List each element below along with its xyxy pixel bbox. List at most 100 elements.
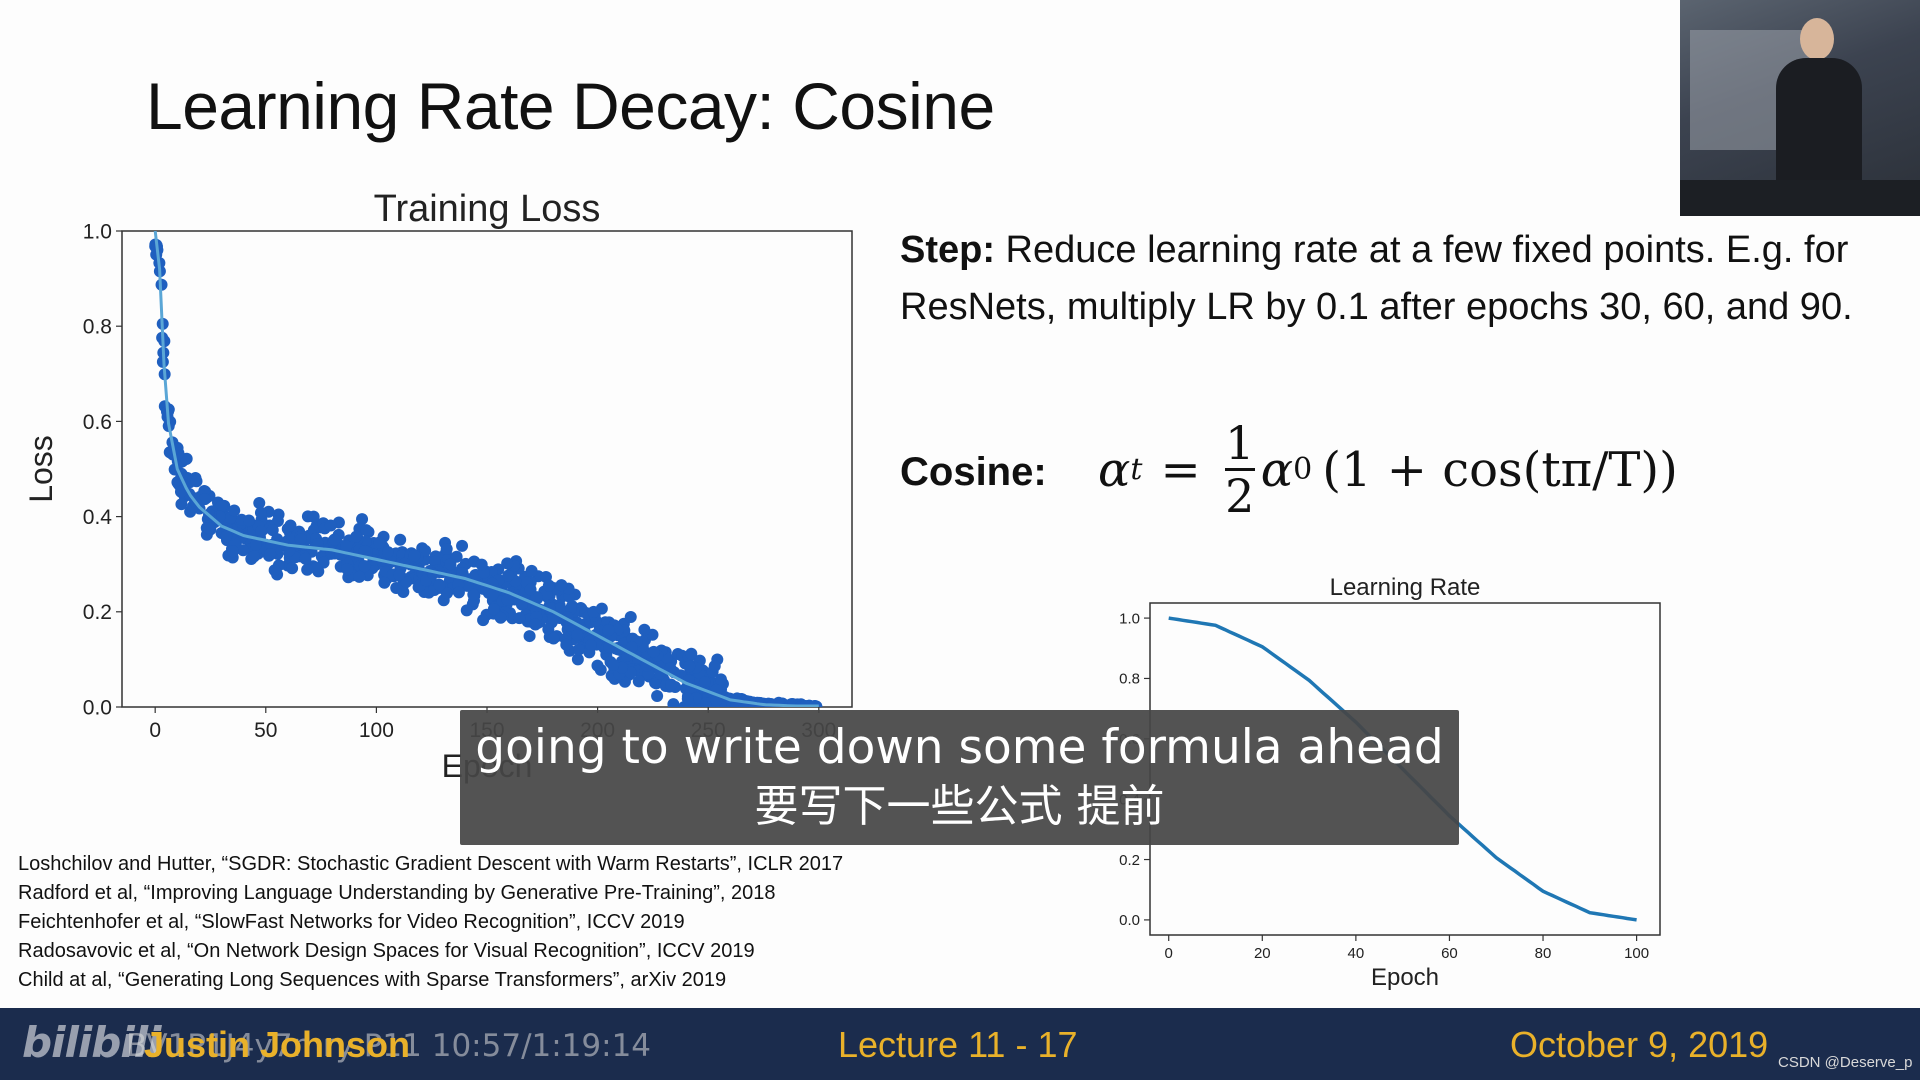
slide-title: Learning Rate Decay: Cosine — [146, 68, 995, 144]
loss-point — [440, 587, 453, 600]
loss-ytick-label: 0.2 — [83, 601, 112, 624]
loss-xtick-label: 50 — [254, 719, 277, 742]
lr-xtick-label: 0 — [1165, 945, 1173, 962]
lr-xtick-label: 40 — [1348, 945, 1365, 962]
loss-point — [353, 570, 366, 583]
loss-point — [524, 583, 537, 596]
lr-ytick-label: 0.8 — [1119, 671, 1140, 688]
loss-smoothed-line — [153, 231, 819, 707]
loss-point — [547, 632, 560, 645]
lr-title: Learning Rate — [1330, 574, 1481, 601]
loss-point — [301, 563, 314, 576]
loss-point — [247, 550, 260, 563]
formula-frac-den: 2 — [1225, 469, 1255, 523]
formula-rhs: (1 + cos(tπ/T)) — [1322, 441, 1678, 498]
slide-footer: bilibili BV1P1J4y7mry P11 10:57/1:19:14 … — [0, 1008, 1920, 1080]
footer-lecture: Lecture 11 - 17 — [838, 1024, 1078, 1065]
loss-ytick-label: 0.0 — [83, 696, 112, 719]
loss-point — [360, 524, 373, 537]
loss-point — [202, 522, 215, 535]
footer-date: October 9, 2019 — [1510, 1024, 1769, 1065]
loss-point — [284, 519, 297, 532]
loss-point — [477, 614, 490, 627]
loss-point — [215, 500, 228, 513]
loss-point — [190, 475, 203, 488]
charts-canvas: Training LossEpochLoss050100150200250300… — [23, 188, 1661, 991]
loss-point — [647, 645, 660, 658]
loss-point — [408, 549, 421, 562]
loss-point — [571, 628, 584, 641]
loss-point — [467, 588, 480, 601]
subtitle-chinese: 要写下一些公式 提前 — [754, 781, 1165, 832]
lr-xtick-label: 80 — [1535, 945, 1552, 962]
loss-ytick-label: 0.6 — [83, 411, 112, 434]
formula-equals: = — [1160, 441, 1201, 498]
cosine-label: Cosine: — [900, 450, 1047, 494]
loss-point — [698, 676, 711, 689]
loss-point — [452, 586, 465, 599]
loss-point — [378, 576, 391, 589]
loss-point — [475, 558, 488, 571]
slide-title-accent: Cosine — [792, 69, 995, 143]
loss-point — [555, 579, 568, 592]
loss-point — [242, 514, 255, 527]
loss-point — [150, 209, 162, 221]
loss-point — [310, 562, 323, 575]
loss-point — [708, 660, 721, 673]
loss-point — [571, 653, 584, 666]
loss-title: Training Loss — [374, 188, 601, 230]
loss-point — [254, 506, 267, 519]
loss-point — [307, 510, 320, 523]
subtitle-english: going to write down some formula ahead — [475, 720, 1444, 775]
loss-point — [227, 545, 240, 558]
loss-point — [494, 611, 507, 624]
loss-point — [632, 675, 645, 688]
loss-point — [394, 533, 407, 546]
loss-point — [547, 612, 560, 625]
formula-frac-num: 1 — [1225, 416, 1255, 470]
loss-point — [253, 497, 266, 510]
step-description: Step: Reduce learning rate at a few fixe… — [900, 222, 1860, 336]
loss-point — [255, 525, 268, 538]
loss-point — [433, 579, 446, 592]
loss-point — [456, 539, 469, 552]
loss-xtick-label: 0 — [149, 719, 161, 742]
slide-title-prefix: Learning Rate Decay: — [146, 69, 793, 143]
loss-ylabel: Loss — [23, 435, 59, 503]
watermark-credit: CSDN @Deserve_p — [1778, 1054, 1913, 1071]
presenter-webcam — [1680, 0, 1920, 216]
loss-point — [266, 524, 279, 537]
loss-point — [638, 623, 651, 636]
lr-xlabel: Epoch — [1371, 964, 1439, 991]
reference-item: Loshchilov and Hutter, “SGDR: Stochastic… — [18, 853, 844, 875]
lr-ytick-label: 1.0 — [1119, 610, 1140, 627]
loss-point — [264, 547, 277, 560]
reference-item: Feichtenhofer et al, “SlowFast Networks … — [18, 911, 685, 933]
loss-point — [602, 624, 615, 637]
loss-point — [665, 678, 678, 691]
loss-point — [624, 611, 637, 624]
lr-xtick-label: 20 — [1254, 945, 1271, 962]
step-text: Reduce learning rate at a few fixed poin… — [900, 229, 1853, 328]
loss-scatter-group — [149, 209, 823, 707]
loss-point — [460, 604, 473, 617]
presenter-head — [1800, 18, 1834, 60]
loss-point — [486, 588, 499, 601]
reference-item: Radford et al, “Improving Language Under… — [18, 882, 776, 904]
loss-point — [523, 630, 536, 643]
loss-point — [501, 557, 514, 570]
webcam-desk — [1680, 180, 1920, 216]
loss-point — [584, 638, 597, 651]
loss-point — [299, 552, 312, 565]
loss-point — [560, 638, 573, 651]
lecture-slide: Learning Rate Decay: Cosine Training Los… — [18, 0, 1920, 991]
loss-point — [572, 643, 585, 656]
loss-point — [294, 533, 307, 546]
loss-point — [591, 659, 604, 672]
subtitle-caption: going to write down some formula ahead 要… — [460, 710, 1459, 845]
loss-point — [213, 510, 226, 523]
loss-point — [625, 641, 638, 654]
loss-point — [324, 519, 337, 532]
formula-lhs-sub: t — [1130, 452, 1143, 487]
